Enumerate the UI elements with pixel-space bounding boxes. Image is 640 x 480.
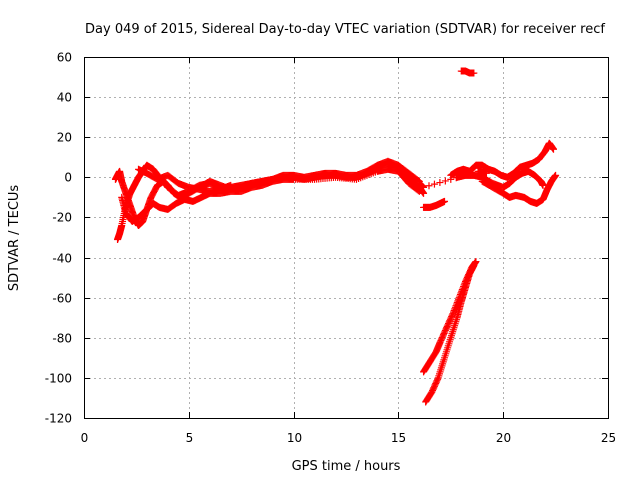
data-point xyxy=(448,311,456,319)
data-point xyxy=(420,189,428,197)
data-point xyxy=(441,197,449,205)
data-point xyxy=(469,169,477,177)
data-point xyxy=(451,303,459,311)
y-tick-label: 60 xyxy=(57,51,72,65)
y-tick-label: -40 xyxy=(52,252,72,266)
series-7 xyxy=(422,262,478,406)
y-tick-label: -20 xyxy=(52,211,72,225)
y-axis-label: SDTVAR / TECUs xyxy=(7,185,22,292)
x-tick-label: 20 xyxy=(496,431,511,445)
x-tick-labels: 0 5 10 15 20 25 xyxy=(81,431,616,445)
data-point xyxy=(470,262,478,270)
data-point xyxy=(458,172,466,180)
data-point xyxy=(420,183,428,191)
data-point xyxy=(552,171,560,179)
data-point xyxy=(470,69,478,77)
data-point xyxy=(227,181,235,189)
x-tick-label: 5 xyxy=(186,431,194,445)
y-tick-labels: -120 -100 -80 -60 -40 -20 0 20 40 60 xyxy=(45,51,72,426)
x-tick-label: 10 xyxy=(287,431,302,445)
series-5 xyxy=(420,197,449,211)
data-point xyxy=(425,182,433,190)
data-point xyxy=(550,145,558,153)
series-10 xyxy=(453,167,547,191)
x-tick-label: 25 xyxy=(601,431,616,445)
data-point xyxy=(434,375,442,383)
data-point xyxy=(441,177,449,185)
y-tick-label: -60 xyxy=(52,292,72,306)
data-point xyxy=(415,187,423,195)
data-point xyxy=(450,308,458,316)
data-point xyxy=(450,307,458,315)
data-point xyxy=(452,302,460,310)
series-9 xyxy=(447,139,558,181)
series-11 xyxy=(478,171,560,207)
y-tick-label: 40 xyxy=(57,91,72,105)
plot-frame xyxy=(84,57,609,419)
x-tick-label: 15 xyxy=(391,431,406,445)
grid xyxy=(84,57,608,418)
y-tick-label: -120 xyxy=(45,412,72,426)
x-tick-label: 0 xyxy=(81,431,89,445)
data-point xyxy=(447,175,455,183)
data-point xyxy=(430,180,438,188)
data-point xyxy=(414,187,422,195)
data-point xyxy=(451,305,459,313)
series-4 xyxy=(134,165,235,195)
data-point xyxy=(463,171,471,179)
x-axis-label: GPS time / hours xyxy=(292,459,401,474)
y-tick-label: 0 xyxy=(64,171,72,185)
y-tick-label: -80 xyxy=(52,332,72,346)
data-point xyxy=(449,310,457,318)
data-point xyxy=(452,174,460,182)
data-point xyxy=(436,179,444,187)
chart-title: Day 049 of 2015, Sidereal Day-to-day VTE… xyxy=(85,22,605,37)
y-tick-label: 20 xyxy=(57,131,72,145)
data-points xyxy=(111,67,560,406)
axis-ticks xyxy=(84,57,609,419)
series-12 xyxy=(415,167,490,191)
data-point xyxy=(472,258,480,266)
data-point xyxy=(482,169,490,177)
data-point xyxy=(539,181,547,189)
series-8 xyxy=(457,67,478,77)
y-tick-label: -100 xyxy=(45,372,72,386)
